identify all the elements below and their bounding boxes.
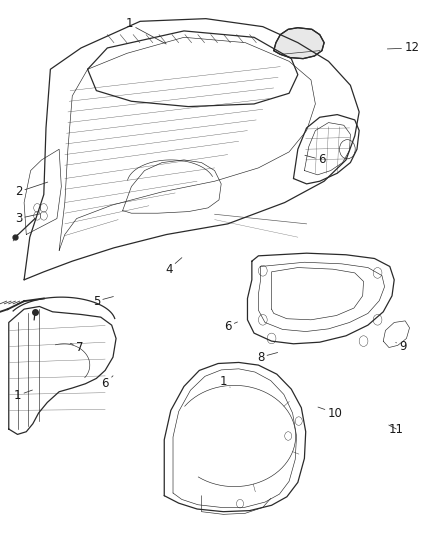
Text: 3: 3	[15, 212, 40, 225]
Text: 6: 6	[305, 154, 326, 166]
Text: 8: 8	[257, 351, 278, 364]
Text: 5: 5	[93, 295, 113, 308]
Text: 9: 9	[396, 340, 407, 353]
Text: 6: 6	[101, 376, 113, 390]
Text: 1: 1	[14, 389, 32, 402]
Text: 4: 4	[165, 257, 182, 276]
Text: 1: 1	[219, 375, 230, 387]
Text: 11: 11	[389, 423, 404, 435]
Text: 10: 10	[318, 407, 343, 419]
Text: 7: 7	[71, 341, 84, 354]
Text: 12: 12	[387, 42, 419, 54]
Text: 2: 2	[14, 182, 48, 198]
Text: 1: 1	[125, 18, 166, 44]
Text: 6: 6	[224, 320, 237, 333]
Polygon shape	[274, 28, 324, 59]
